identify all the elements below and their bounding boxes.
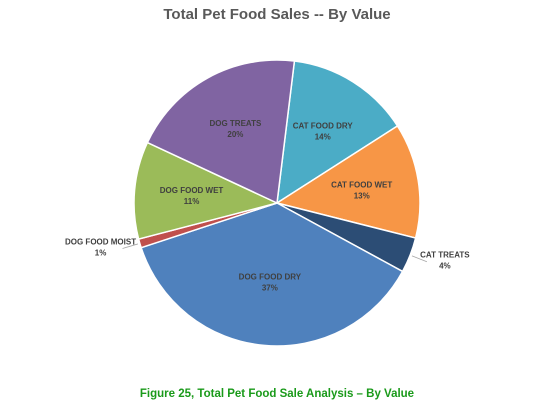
slice-label-cat-treats: CAT TREATS 4% [420,251,470,271]
slice-label-cat-food-wet: CAT FOOD WET 13% [331,180,392,200]
pie-slice-dog-food-wet [133,141,280,240]
leader-line-cat-treats [411,255,428,263]
pie-slice-cat-food-wet [275,124,421,239]
pie-slice-cat-food-dry [276,60,399,205]
chart-title: Total Pet Food Sales -- By Value [163,6,391,23]
slice-label-dog-food-moist: DOG FOOD MOIST 1% [65,237,136,257]
slice-label-cat-food-dry: CAT FOOD DRY 14% [293,121,354,141]
slice-label-dog-food-wet: DOG FOOD WET 11% [160,186,224,206]
pie-slice-dog-treats [146,59,296,205]
figure-caption: Figure 25, Total Pet Food Sale Analysis … [139,388,415,400]
slice-label-dog-food-dry: DOG FOOD DRY 37% [239,272,302,292]
pie-slice-dog-food-dry [140,202,404,347]
leader-line-dog-food-moist [122,243,139,249]
slice-label-dog-treats: DOG TREATS 20% [209,119,262,139]
